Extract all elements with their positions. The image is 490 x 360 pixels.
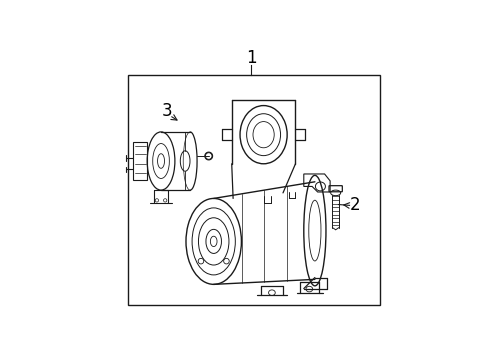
Text: 3: 3 [161, 102, 172, 120]
Text: 1: 1 [246, 49, 256, 67]
Bar [128, 75, 380, 305]
Text: 2: 2 [350, 196, 360, 214]
